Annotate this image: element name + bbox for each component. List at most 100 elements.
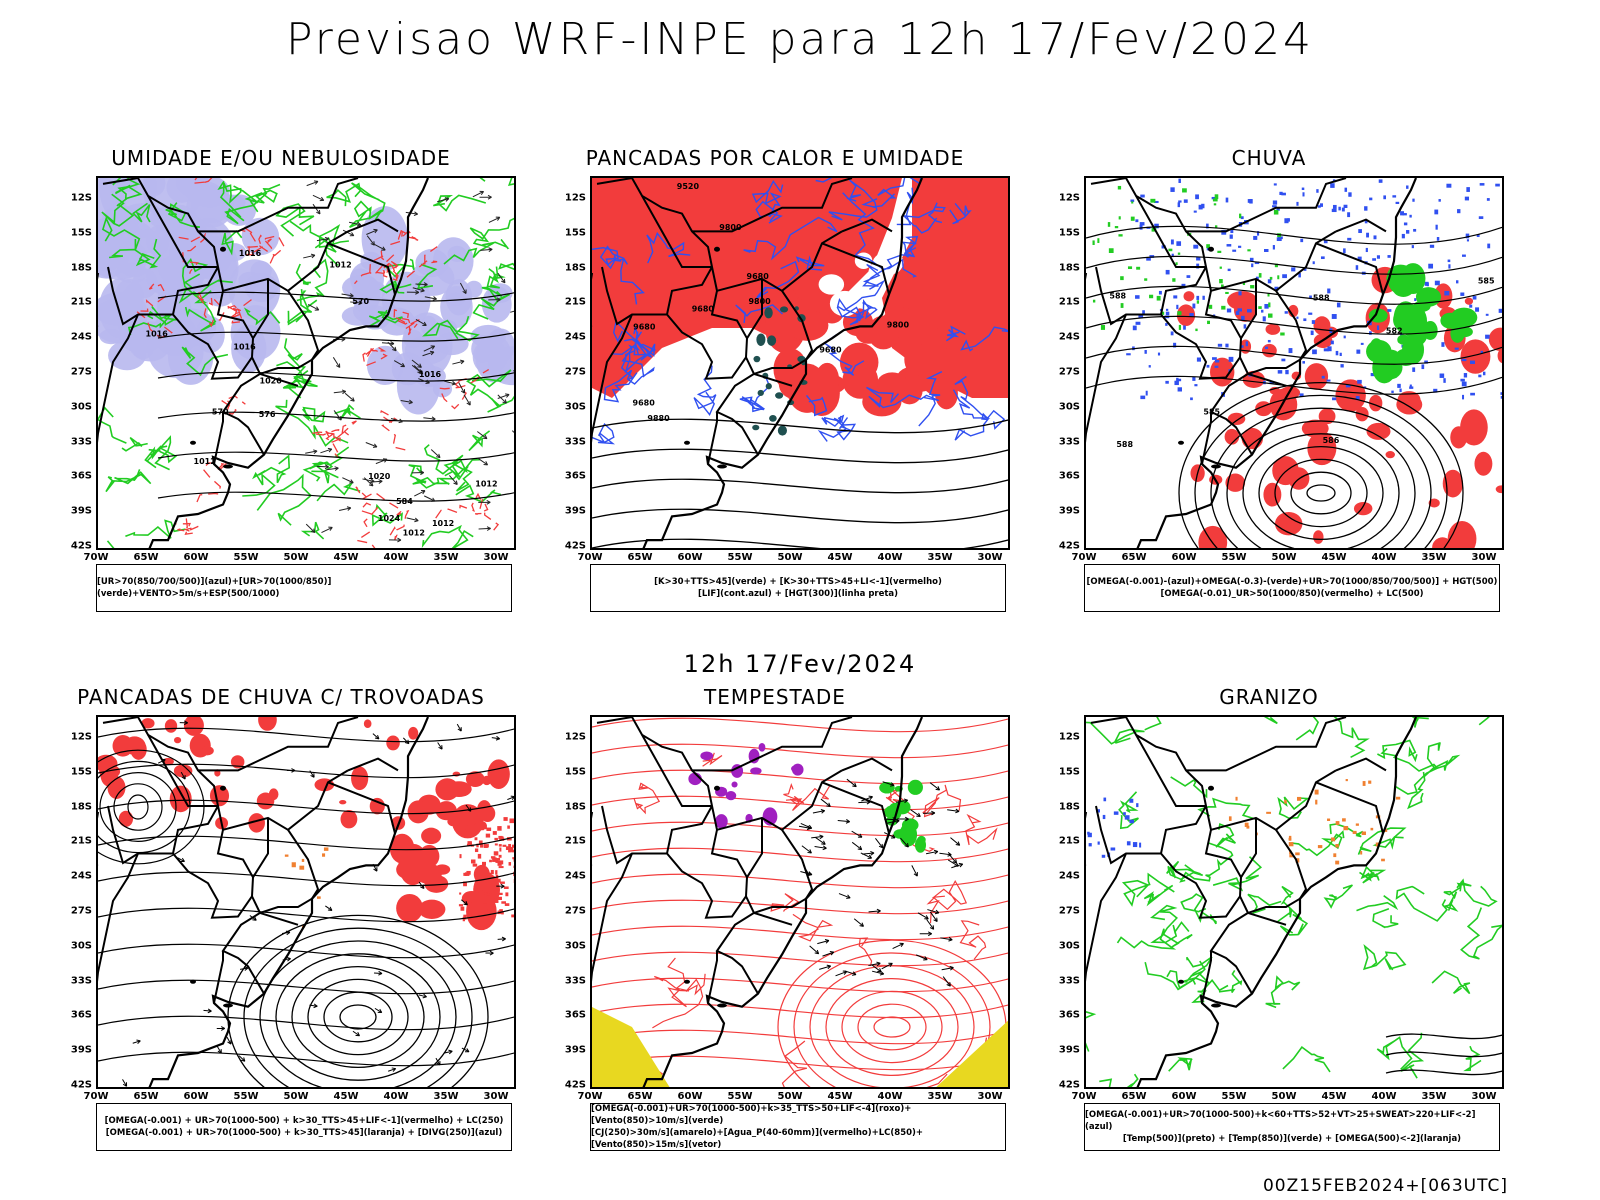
legend-box: [OMEGA(-0.001)+UR>70(1000-500)+k<60+TTS>… (1084, 1103, 1500, 1151)
legend-line: [K>30+TTS>45](verde) + [K>30+TTS>45+LI<-… (654, 577, 942, 587)
panel-title: UMIDADE E/OU NEBULOSIDADE (111, 146, 451, 170)
latitude-tick-label: 33S (1058, 436, 1080, 448)
contour-value-label: 9680 (692, 305, 715, 314)
latitude-tick-label: 39S (1058, 505, 1080, 517)
latitude-tick-label: 36S (564, 1009, 586, 1021)
longitude-tick-label: 30W (483, 1091, 509, 1102)
longitude-tick-label: 60W (183, 1091, 209, 1102)
latitude-tick-label: 36S (1058, 1009, 1080, 1021)
longitude-tick-label: 50W (283, 552, 309, 563)
latitude-tick-label: 21S (564, 296, 586, 308)
latitude-tick-label: 42S (70, 1079, 92, 1091)
legend-line: [LIF](cont.azul) + [HGT(300)](linha pret… (697, 589, 899, 599)
latitude-tick-label: 27S (70, 905, 92, 917)
latitude-tick-label: 12S (70, 731, 92, 743)
latitude-tick-label: 39S (1058, 1044, 1080, 1056)
panel-title: GRANIZO (1219, 685, 1319, 709)
latitude-tick-label: 12S (1058, 731, 1080, 743)
legend-line: [CJ(250)>30m/s](amarelo)+[Agua_P(40-60mm… (591, 1128, 924, 1150)
longitude-tick-label: 60W (183, 552, 209, 563)
hgt300-contours (592, 418, 1008, 548)
contour-value-label: 9680 (819, 345, 842, 354)
instability-area-red (882, 178, 1008, 398)
longitude-tick-label: 35W (927, 1091, 953, 1102)
contour-value-label: 588 (1116, 440, 1133, 449)
forecast-map (590, 715, 1010, 1089)
longitude-tick-label: 50W (1271, 1091, 1297, 1102)
latitude-tick-label: 21S (70, 835, 92, 847)
latitude-tick-label: 36S (1058, 470, 1080, 482)
latitude-tick-label: 36S (564, 470, 586, 482)
longitude-tick-label: 45W (333, 1091, 359, 1102)
latitude-tick-label: 24S (564, 331, 586, 343)
isobars (157, 291, 514, 502)
legend-box: [OMEGA(-0.001)-(azul)+OMEGA(-0.3)-(verde… (1084, 564, 1500, 612)
longitude-tick-label: 35W (433, 1091, 459, 1102)
legend-line: [OMEGA(-0.01)_UR>50(1000/850)(vermelho) … (1160, 589, 1424, 599)
longitude-tick-label: 55W (1221, 1091, 1247, 1102)
forecast-panel: TEMPESTADE 12S 15S 18S 21S 24S 27S 30S 33S 36S 39S… (540, 685, 1010, 1175)
contour-value-label: 9680 (633, 323, 656, 332)
latitude-tick-label: 15S (564, 227, 586, 239)
map-plot: 1012 1020 1016 1012 1012 1012 1016 1016 1020 1024… (98, 178, 514, 548)
longitude-tick-label: 45W (1321, 1091, 1347, 1102)
latitude-tick-label: 27S (1058, 366, 1080, 378)
latitude-tick-label: 18S (564, 262, 586, 274)
longitude-tick-label: 60W (1171, 552, 1197, 563)
contour-value-label: 570 (352, 297, 369, 306)
latitude-tick-label: 42S (564, 540, 586, 552)
longitude-tick-label: 55W (233, 1091, 259, 1102)
contour-value-label: 9680 (633, 399, 656, 408)
latitude-tick-label: 27S (564, 366, 586, 378)
longitude-tick-label: 60W (677, 1091, 703, 1102)
main-title: Previsao WRF-INPE para 12h 17/Fev/2024 (286, 14, 1314, 65)
contour-value-label: 1012 (194, 457, 216, 466)
lc250-streamlines (98, 727, 514, 1067)
lc250-arrows (122, 720, 514, 1087)
latitude-tick-label: 18S (1058, 801, 1080, 813)
legend-box: [K>30+TTS>45](verde) + [K>30+TTS>45+LI<-… (590, 564, 1006, 612)
longitude-tick-label: 65W (1121, 552, 1147, 563)
latitude-tick-label: 21S (70, 296, 92, 308)
legend-line: [OMEGA(-0.001) + UR>70(1000-500) + k>30_… (104, 1116, 504, 1126)
contour-value-label: 9800 (887, 320, 910, 329)
latitude-tick-label: 15S (1058, 766, 1080, 778)
panel-title: TEMPESTADE (704, 685, 846, 709)
longitude-tick-label: 40W (877, 1091, 903, 1102)
temp500-contours (1385, 1033, 1502, 1076)
contour-value-label: 9800 (748, 297, 771, 306)
contour-value-label: 1020 (260, 377, 283, 386)
legend-line: [OMEGA(-0.001)+UR>70(1000-500)+k>35_TTS>… (591, 1104, 912, 1126)
forecast-panel: UMIDADE E/OU NEBULOSIDADE 1012 1020 1016 101… (46, 146, 516, 636)
latitude-tick-label: 33S (1058, 975, 1080, 987)
contour-value-label: 1016 (146, 330, 169, 339)
latitude-tick-label: 33S (564, 436, 586, 448)
latitude-tick-label: 30S (70, 940, 92, 952)
latitude-tick-label: 36S (70, 1009, 92, 1021)
contour-value-label: 586 (1323, 436, 1340, 445)
latitude-tick-label: 39S (564, 1044, 586, 1056)
latitude-tick-label: 39S (70, 505, 92, 517)
latitude-tick-label: 27S (564, 905, 586, 917)
wind-850-vectors (798, 778, 964, 987)
longitude-tick-label: 55W (727, 1091, 753, 1102)
run-timestamp: 00Z15FEB2024+[063UTC] (1262, 1176, 1508, 1196)
longitude-tick-label: 35W (927, 552, 953, 563)
latitude-tick-label: 18S (70, 801, 92, 813)
latitude-tick-label: 33S (564, 975, 586, 987)
latitude-tick-label: 42S (1058, 1079, 1080, 1091)
wind-vectors (303, 180, 514, 543)
contour-value-label: 9680 (747, 272, 770, 281)
latitude-tick-label: 18S (70, 262, 92, 274)
forecast-panel: GRANIZO 12S 15S 18S 21S 24S 27S 30S 33S 36S 39S 42S… (1034, 685, 1504, 1175)
legend-line: [Temp(500)](preto) + [Temp(850)](verde) … (1122, 1134, 1462, 1144)
hgt500-contours (1086, 225, 1502, 395)
instability-area-red (592, 178, 902, 398)
longitude-tick-label: 70W (577, 1091, 603, 1102)
latitude-tick-label: 39S (564, 505, 586, 517)
latitude-tick-label: 21S (1058, 296, 1080, 308)
contour-value-label: 582 (1386, 327, 1403, 336)
contour-value-label: 588 (1313, 294, 1330, 303)
latitude-tick-label: 24S (70, 331, 92, 343)
